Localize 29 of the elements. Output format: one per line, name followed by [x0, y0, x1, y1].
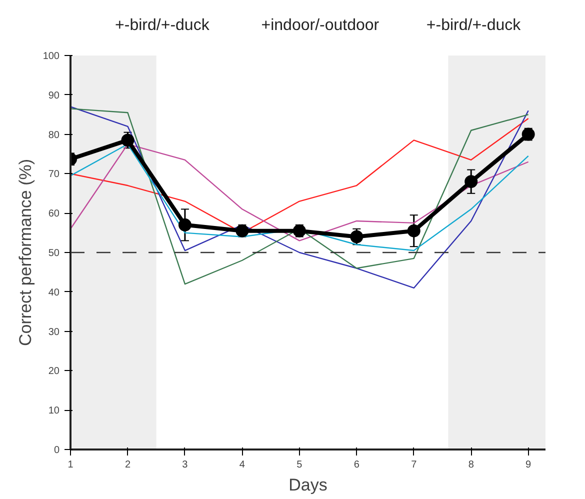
- y-axis-title: Correct performance (%): [16, 158, 35, 346]
- x-tick-label: 5: [296, 460, 303, 470]
- y-tick-label: 70: [48, 169, 60, 180]
- point: [407, 224, 420, 238]
- y-tick-label: 20: [48, 366, 60, 378]
- y-tick-label: 100: [42, 51, 60, 62]
- band-label: +-bird/+-duck: [426, 16, 522, 34]
- band-label: +-bird/+-duck: [115, 16, 210, 34]
- x-tick-label: 4: [239, 460, 246, 470]
- point: [464, 175, 478, 188]
- y-tick-label: 0: [54, 445, 60, 456]
- x-tick-label: 3: [182, 460, 188, 470]
- x-tick-label: 7: [411, 460, 418, 470]
- x-tick-label: 1: [68, 460, 74, 470]
- text: +indoor/-outdoor: [261, 16, 380, 34]
- point: [178, 218, 192, 232]
- y-tick-label: 10: [48, 406, 60, 417]
- x-tick-label: 9: [526, 460, 532, 470]
- x-axis-title: Days: [288, 476, 328, 494]
- y-tick-label: 40: [48, 287, 60, 298]
- point: [350, 230, 364, 244]
- x-tick-label: 8: [468, 460, 474, 470]
- y-tick-label: 90: [48, 90, 60, 102]
- y-tick-label: 60: [48, 208, 60, 220]
- x-tick-label: 2: [124, 460, 131, 470]
- x-tick-label: 6: [354, 460, 360, 470]
- y-tick-label: 80: [48, 130, 60, 141]
- y-tick-label: 50: [48, 248, 60, 259]
- y-tick-label: 30: [48, 326, 60, 338]
